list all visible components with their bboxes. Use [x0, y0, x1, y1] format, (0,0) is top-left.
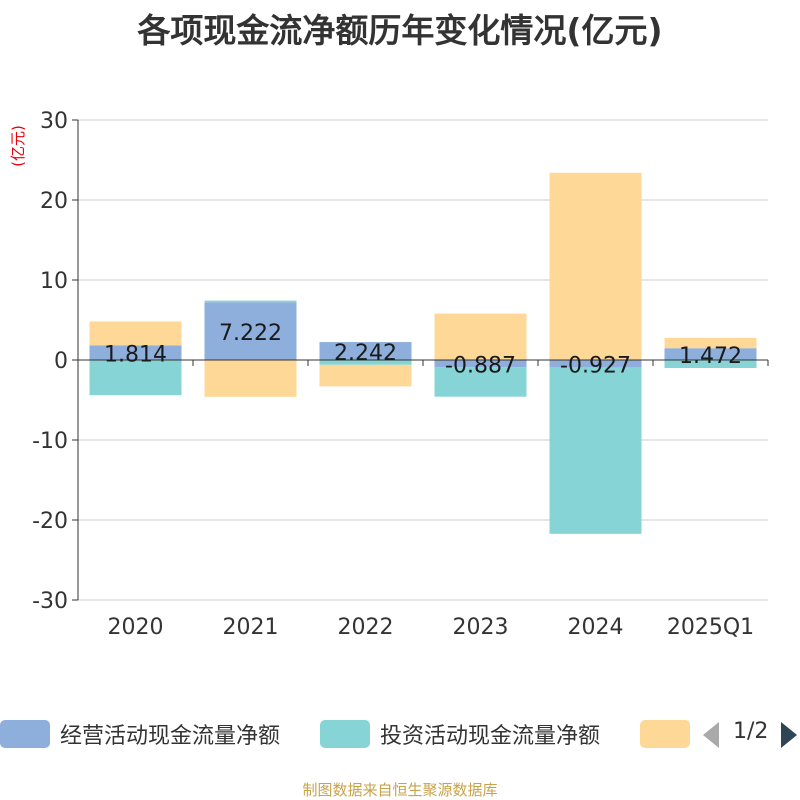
legend: 经营活动现金流量净额 投资活动现金流量净额 1/2	[0, 714, 800, 754]
legend-label-operating: 经营活动现金流量净额	[60, 724, 281, 749]
bar-series-1	[319, 360, 412, 365]
y-tick-label: -30	[32, 589, 68, 614]
y-axis-label: (亿元)	[9, 125, 27, 167]
bar-series-2	[204, 360, 297, 397]
y-tick-label: 0	[54, 349, 68, 374]
data-label: 7.222	[219, 321, 282, 346]
data-label: 2.242	[334, 341, 397, 366]
bar-series-1	[89, 360, 182, 396]
bar-series-1	[434, 367, 527, 397]
y-tick-label: -20	[32, 509, 68, 534]
bar-series-1	[664, 360, 757, 368]
bar-series-0	[549, 360, 642, 368]
bar-chart: 30 20 10 0 -10 -20 -30 2020 2021 2022 2023 2024 202…	[9, 109, 769, 640]
y-tick-label: 30	[40, 109, 68, 134]
x-tick-label: 2021	[223, 615, 279, 640]
bar-series-2	[434, 313, 527, 360]
x-tick-label: 2022	[338, 615, 394, 640]
legend-swatch-investing	[320, 720, 370, 748]
bar-series-2	[549, 172, 642, 360]
x-tick-label: 2025Q1	[667, 615, 754, 640]
y-tick-label: 20	[40, 189, 68, 214]
legend-swatch-operating	[0, 720, 50, 748]
legend-page-indicator: 1/2	[733, 719, 769, 744]
bar-series-1	[204, 300, 297, 303]
x-tick-label: 2024	[568, 615, 624, 640]
y-tick-label: 10	[40, 269, 68, 294]
bar-series-0	[204, 302, 297, 360]
data-label: 1.472	[679, 344, 742, 369]
chart-title: 各项现金流净额历年变化情况(亿元)	[137, 11, 663, 50]
x-tick-label: 2023	[453, 615, 509, 640]
bar-series-0	[664, 348, 757, 360]
bar-series-0	[89, 345, 182, 360]
bar-series-2	[664, 337, 757, 349]
bar-series-0	[434, 360, 527, 368]
legend-swatch-financing	[640, 720, 690, 748]
bar-series-2	[319, 364, 412, 387]
data-label: -0.887	[445, 354, 516, 379]
data-source-note: 制图数据来自恒生聚源数据库	[302, 781, 498, 799]
data-label: 1.814	[104, 343, 167, 368]
legend-prev-page-button[interactable]	[703, 722, 719, 748]
bar-series-1	[549, 367, 642, 534]
legend-label-investing: 投资活动现金流量净额	[380, 724, 601, 749]
legend-next-page-button[interactable]	[781, 722, 797, 748]
bar-series-0	[319, 342, 412, 360]
y-tick-label: -10	[32, 429, 68, 454]
legend-pager: 1/2	[700, 714, 800, 754]
data-label: -0.927	[560, 354, 631, 379]
bar-series-2	[89, 321, 182, 346]
x-tick-label: 2020	[108, 615, 164, 640]
